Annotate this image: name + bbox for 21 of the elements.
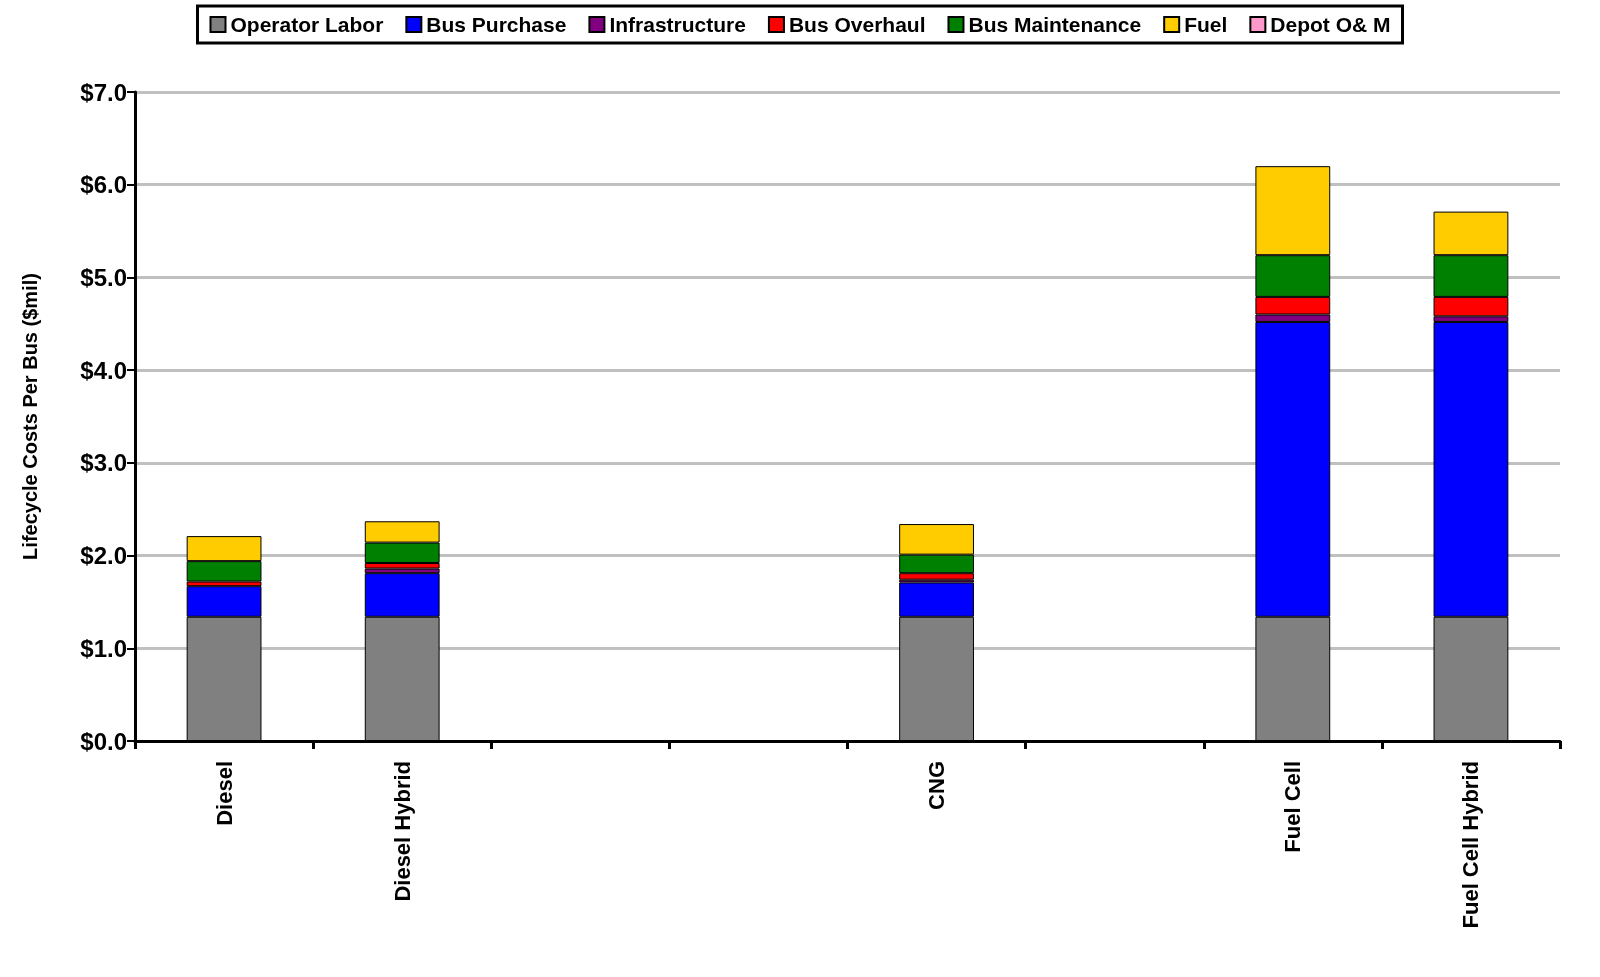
y-tick-label: $2.0 xyxy=(80,542,127,570)
legend-label: Bus Purchase xyxy=(426,13,567,36)
y-tick-label: $0.0 xyxy=(80,727,127,755)
x-tick-label: Fuel Cell Hybrid xyxy=(1458,761,1484,929)
y-tick-label: $1.0 xyxy=(80,634,127,662)
y-axis-title: Lifecycle Costs Per Bus ($mil) xyxy=(19,273,41,560)
x-tick-label: Diesel Hybrid xyxy=(389,761,415,902)
y-tick-label: $6.0 xyxy=(80,171,127,199)
legend-label: Bus Overhaul xyxy=(788,13,926,36)
y-tick-label: $5.0 xyxy=(80,263,127,291)
y-tick-label: $4.0 xyxy=(80,356,127,384)
legend-label: Fuel xyxy=(1184,13,1228,36)
x-tick-label: Fuel Cell xyxy=(1280,761,1306,853)
legend-label: Infrastructure xyxy=(609,13,746,36)
x-tick-label: CNG xyxy=(924,761,950,810)
x-tick-label: Diesel xyxy=(211,761,237,826)
legend-label: Operator Labor xyxy=(230,13,384,36)
y-tick-label: $3.0 xyxy=(80,449,127,477)
legend-label: Bus Maintenance xyxy=(968,13,1142,36)
legend-label: Depot O& M xyxy=(1270,13,1391,36)
y-tick-label: $7.0 xyxy=(80,78,127,106)
